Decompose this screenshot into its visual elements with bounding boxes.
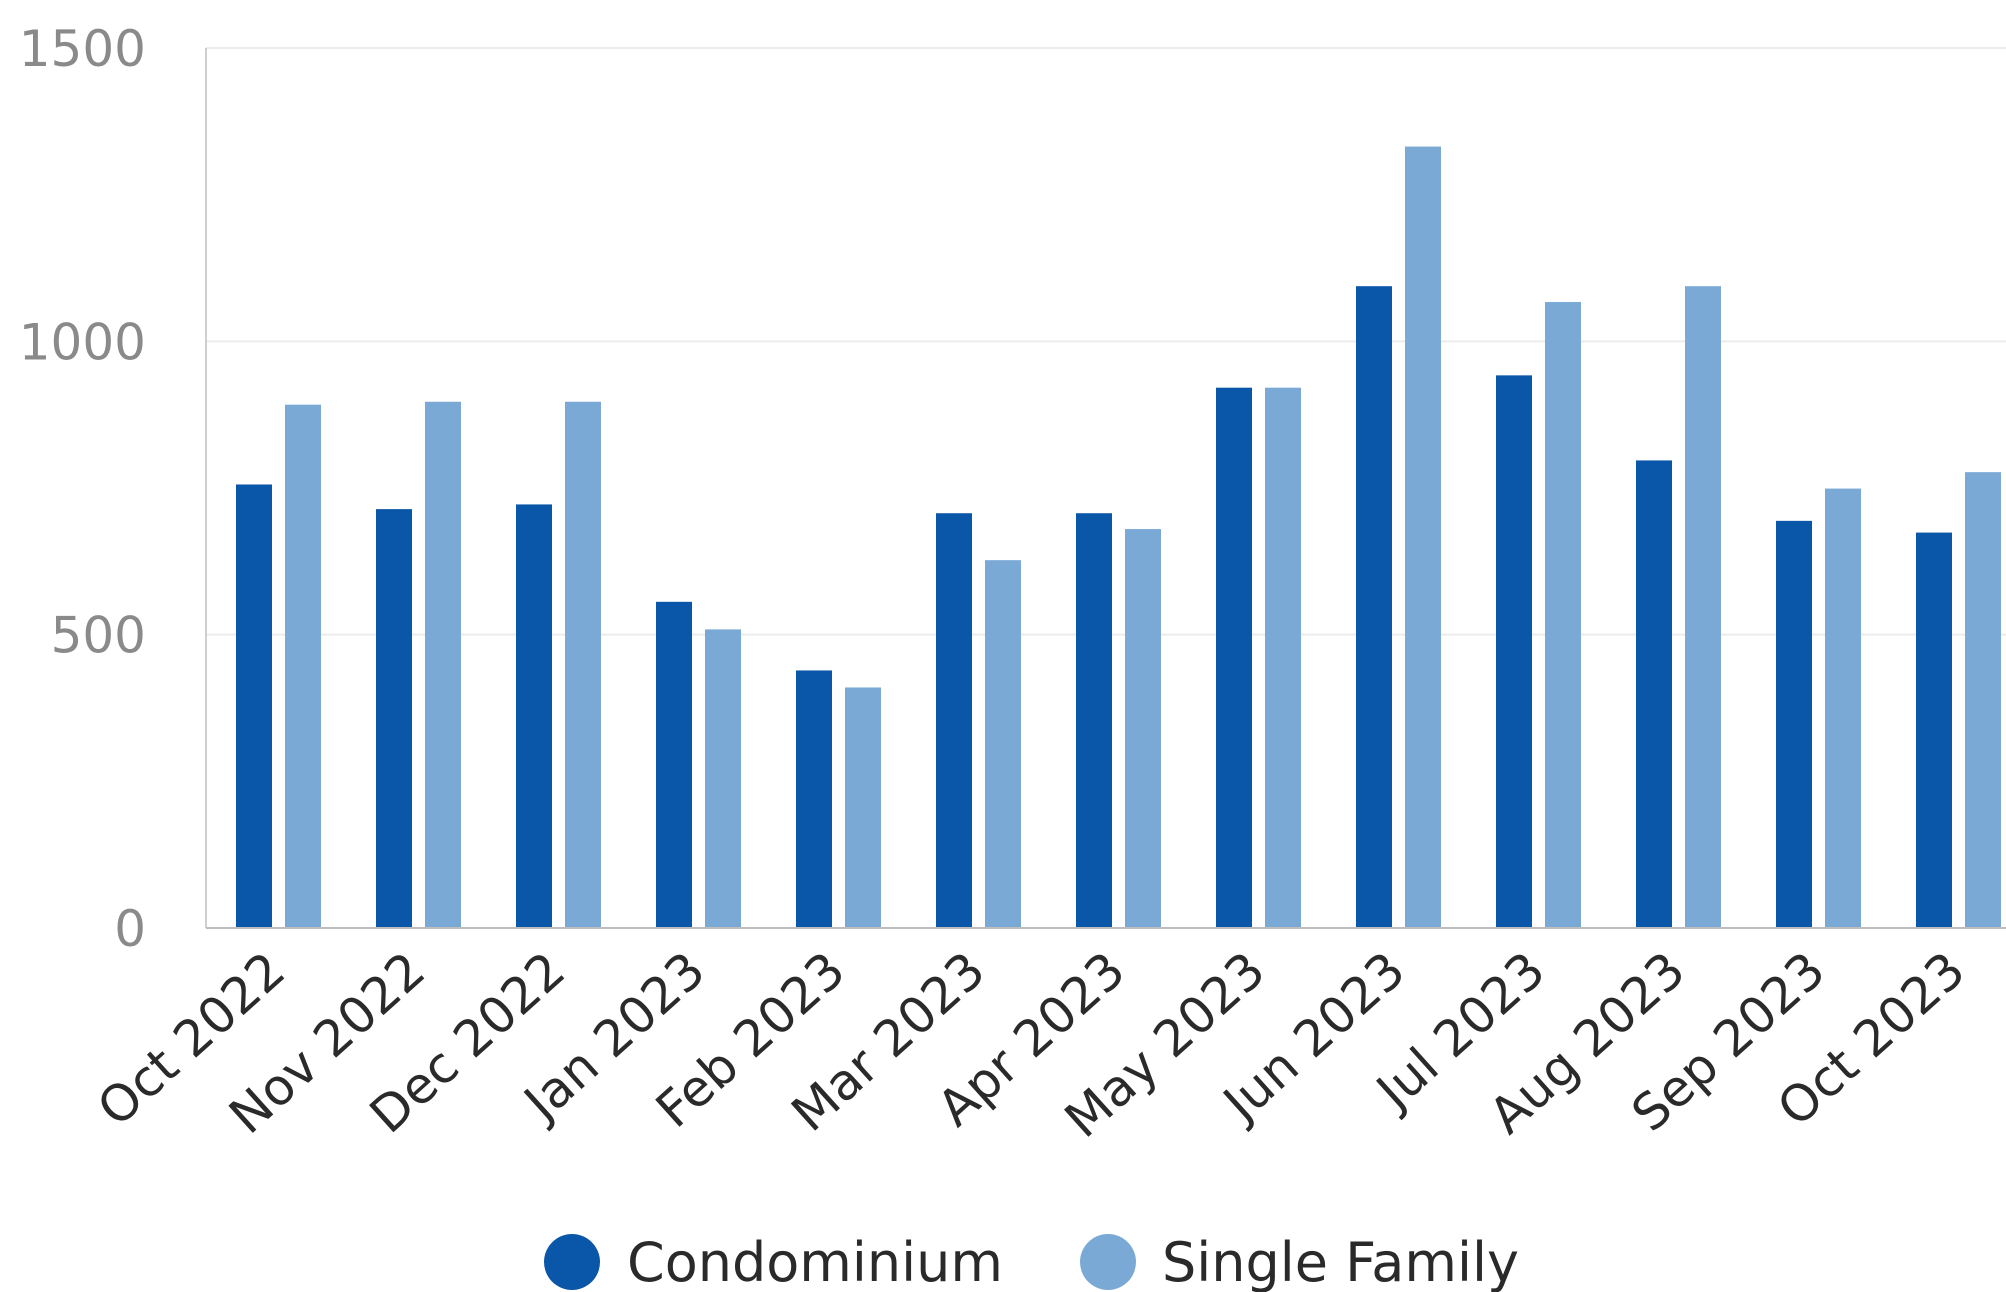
bar-condominium-oct-2023 — [1916, 532, 1952, 928]
bar-single-family-sep-2023 — [1825, 488, 1861, 928]
bar-condominium-apr-2023 — [1076, 513, 1112, 928]
bar-single-family-feb-2023 — [845, 687, 881, 928]
bar-single-family-jun-2023 — [1405, 146, 1441, 928]
y-tick-labels: 0 500 1000 1500 — [19, 20, 146, 958]
legend-label-single-family: Single Family — [1162, 1231, 1519, 1292]
bars — [236, 146, 2001, 929]
bar-condominium-jul-2023 — [1496, 375, 1532, 928]
bar-single-family-jan-2023 — [705, 629, 741, 928]
legend: Condominium Single Family — [544, 1231, 1519, 1292]
bar-single-family-dec-2022 — [565, 401, 601, 928]
bar-condominium-dec-2022 — [516, 504, 552, 928]
bar-single-family-nov-2022 — [425, 401, 461, 928]
legend-label-condominium: Condominium — [627, 1231, 1003, 1292]
legend-item-condominium[interactable]: Condominium — [544, 1231, 1003, 1292]
bar-condominium-jan-2023 — [656, 601, 692, 928]
bar-condominium-aug-2023 — [1636, 460, 1672, 928]
bar-condominium-nov-2022 — [376, 509, 412, 928]
bar-condominium-may-2023 — [1216, 387, 1252, 928]
legend-item-single-family[interactable]: Single Family — [1080, 1231, 1519, 1292]
bar-single-family-aug-2023 — [1685, 286, 1721, 929]
bar-condominium-mar-2023 — [936, 513, 972, 928]
legend-marker-condominium — [544, 1234, 600, 1290]
bar-single-family-mar-2023 — [985, 560, 1021, 928]
bar-condominium-oct-2022 — [236, 484, 272, 928]
bar-condominium-feb-2023 — [796, 670, 832, 928]
bar-single-family-oct-2023 — [1965, 472, 2001, 928]
y-tick-label-1000: 1000 — [19, 313, 146, 371]
bar-single-family-jul-2023 — [1545, 302, 1581, 928]
bar-single-family-apr-2023 — [1125, 529, 1161, 928]
bar-single-family-oct-2022 — [285, 404, 321, 928]
bar-condominium-jun-2023 — [1356, 286, 1392, 929]
legend-marker-single-family — [1080, 1234, 1136, 1290]
y-tick-label-0: 0 — [114, 900, 146, 958]
y-tick-label-500: 500 — [51, 607, 146, 665]
bar-condominium-sep-2023 — [1776, 520, 1812, 928]
bar-single-family-may-2023 — [1265, 387, 1301, 928]
y-tick-label-1500: 1500 — [19, 20, 146, 78]
